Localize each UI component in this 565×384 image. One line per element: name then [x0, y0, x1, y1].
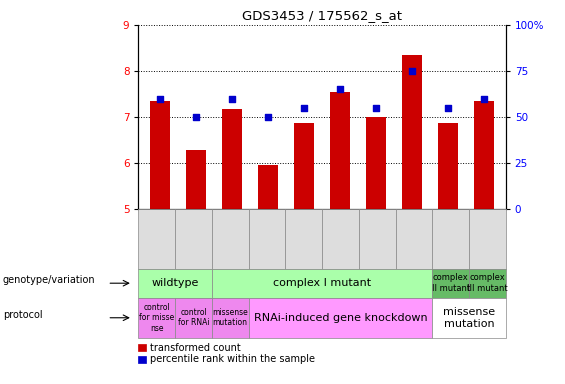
Bar [366, 117, 386, 209]
Text: missense
mutation: missense mutation [443, 307, 495, 329]
Text: wildtype: wildtype [151, 278, 199, 288]
Bar [258, 165, 278, 209]
FancyBboxPatch shape [138, 209, 175, 269]
Bar [222, 109, 242, 209]
Text: RNAi-induced gene knockdown: RNAi-induced gene knockdown [254, 313, 427, 323]
FancyBboxPatch shape [322, 209, 359, 269]
Bar [186, 150, 206, 209]
FancyBboxPatch shape [138, 344, 146, 351]
Bar [402, 55, 422, 209]
Point [407, 68, 416, 74]
FancyBboxPatch shape [212, 269, 432, 298]
Text: protocol: protocol [3, 310, 42, 320]
FancyBboxPatch shape [432, 298, 506, 338]
Text: complex I mutant: complex I mutant [273, 278, 371, 288]
Point [372, 105, 381, 111]
Point [444, 105, 453, 111]
Point [336, 86, 345, 93]
FancyBboxPatch shape [212, 209, 249, 269]
FancyBboxPatch shape [249, 298, 432, 338]
Point [228, 96, 237, 102]
FancyBboxPatch shape [432, 269, 469, 298]
Bar [474, 101, 494, 209]
Text: control
for RNAi: control for RNAi [178, 308, 209, 328]
Text: complex
II mutant: complex II mutant [432, 273, 470, 293]
Point [480, 96, 489, 102]
Point [155, 96, 164, 102]
FancyBboxPatch shape [175, 209, 212, 269]
Title: GDS3453 / 175562_s_at: GDS3453 / 175562_s_at [242, 9, 402, 22]
Point [192, 114, 201, 120]
Text: transformed count: transformed count [150, 343, 241, 353]
Point [299, 105, 308, 111]
Bar [150, 101, 170, 209]
FancyBboxPatch shape [469, 209, 506, 269]
FancyBboxPatch shape [212, 298, 249, 338]
Bar [330, 92, 350, 209]
Bar [294, 122, 314, 209]
Text: percentile rank within the sample: percentile rank within the sample [150, 354, 315, 364]
FancyBboxPatch shape [138, 269, 212, 298]
FancyBboxPatch shape [249, 209, 285, 269]
FancyBboxPatch shape [285, 209, 322, 269]
FancyBboxPatch shape [432, 209, 469, 269]
FancyBboxPatch shape [359, 209, 395, 269]
Text: complex
III mutant: complex III mutant [467, 273, 507, 293]
FancyBboxPatch shape [138, 298, 175, 338]
FancyBboxPatch shape [396, 209, 432, 269]
Bar [438, 122, 458, 209]
FancyBboxPatch shape [175, 298, 212, 338]
Text: control
for misse
nse: control for misse nse [139, 303, 175, 333]
Point [263, 114, 272, 120]
FancyBboxPatch shape [469, 269, 506, 298]
Text: missense
mutation: missense mutation [212, 308, 248, 328]
FancyBboxPatch shape [138, 356, 146, 363]
Text: genotype/variation: genotype/variation [3, 275, 95, 285]
